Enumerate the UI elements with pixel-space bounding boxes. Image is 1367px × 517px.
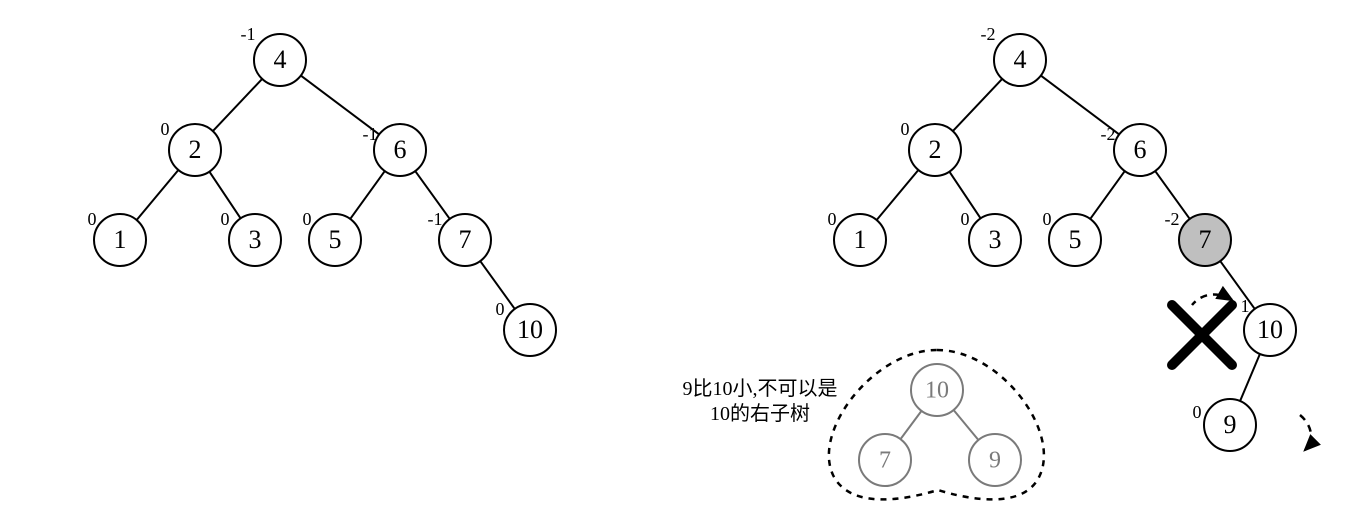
tree-node-label: 4	[1014, 45, 1027, 74]
tree-node-label: 10	[517, 315, 543, 344]
balance-factor: 0	[161, 119, 170, 139]
tree-node-label: 3	[989, 225, 1002, 254]
tree-node-label: 6	[394, 135, 407, 164]
balance-factor: -2	[1165, 209, 1180, 229]
tree-edge	[954, 410, 979, 440]
balance-factor: 0	[901, 119, 910, 139]
right-tree: 4-2206-21030507-210190	[828, 24, 1297, 451]
rotation-arrow-icon	[1192, 295, 1232, 305]
tree-node-label: 7	[459, 225, 472, 254]
tree-node-label: 5	[329, 225, 342, 254]
balance-factor: 0	[1193, 402, 1202, 422]
tree-node-label: 1	[114, 225, 127, 254]
tree-edge	[901, 411, 922, 439]
balance-factor: 0	[88, 209, 97, 229]
tree-node-label: 10	[925, 378, 949, 404]
tree-node-label: 4	[274, 45, 287, 74]
tree-node-label: 2	[929, 135, 942, 164]
balance-factor: 1	[1241, 296, 1250, 316]
tree-edge	[1090, 171, 1125, 219]
tree-node-label: 1	[854, 225, 867, 254]
balance-factor: 0	[961, 209, 970, 229]
balance-factor: 0	[303, 209, 312, 229]
balance-factor: 0	[221, 209, 230, 229]
balance-factor: 0	[828, 209, 837, 229]
balance-factor: -2	[981, 24, 996, 44]
caption-line1: 9比10小,不可以是	[683, 377, 838, 400]
tree-node-label: 3	[249, 225, 262, 254]
ghost-subtree: 10 7 9	[829, 350, 1044, 499]
caption-line2: 10的右子树	[710, 402, 810, 425]
rotation-arrow-icon	[1300, 415, 1311, 450]
left-tree: 4-1206-11030507-1100	[88, 24, 557, 356]
tree-node-label: 7	[1199, 225, 1212, 254]
tree-node-label: 7	[879, 448, 891, 474]
balance-factor: -1	[241, 24, 256, 44]
balance-factor: 0	[1043, 209, 1052, 229]
tree-node-label: 10	[1257, 315, 1283, 344]
balance-factor: 0	[496, 299, 505, 319]
tree-node-label: 6	[1134, 135, 1147, 164]
tree-edge	[137, 170, 179, 220]
tree-edge	[877, 170, 919, 220]
tree-node-label: 9	[989, 448, 1001, 474]
balance-factor: -2	[1101, 124, 1116, 144]
tree-node-label: 5	[1069, 225, 1082, 254]
tree-edge	[1220, 261, 1255, 309]
balance-factor: -1	[363, 124, 378, 144]
avl-tree-diagram: 4-1206-11030507-1100 4-2206-21030507-210…	[0, 0, 1367, 517]
tree-node-label: 2	[189, 135, 202, 164]
tree-edge	[350, 171, 385, 219]
tree-node-label: 9	[1224, 410, 1237, 439]
tree-edge	[1240, 354, 1260, 401]
tree-edge	[953, 79, 1002, 131]
balance-factor: -1	[428, 209, 443, 229]
tree-edge	[213, 79, 262, 131]
